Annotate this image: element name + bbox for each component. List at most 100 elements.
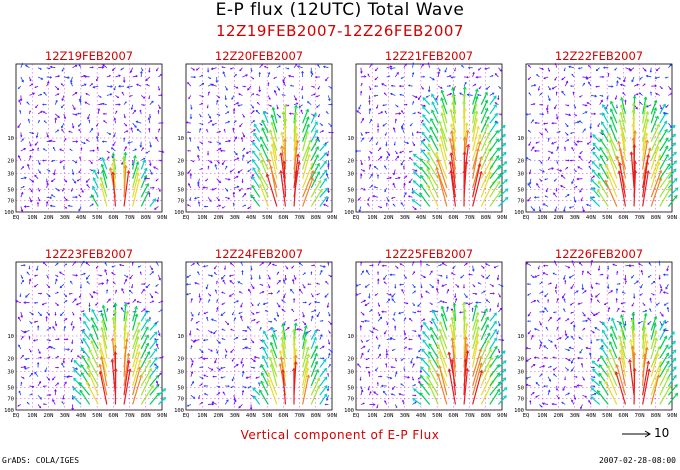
flux-vector	[579, 187, 583, 193]
flux-vector	[480, 92, 488, 105]
flux-vector	[83, 320, 91, 331]
x-tick-label: 80N	[311, 413, 321, 419]
flux-vector	[360, 76, 366, 78]
flux-vector-head	[437, 71, 441, 74]
flux-vector-head	[623, 278, 627, 281]
flux-vector-head	[360, 71, 363, 74]
flux-vector-head	[662, 111, 666, 115]
flux-vector	[198, 201, 200, 207]
flux-vector-head	[563, 277, 566, 281]
flux-vector-head	[229, 280, 232, 283]
flux-vector	[101, 157, 108, 170]
flux-vector-head	[413, 143, 416, 147]
flux-vector-head	[556, 162, 559, 165]
y-tick-label: 20	[7, 356, 14, 362]
flux-vector-head	[646, 360, 651, 365]
flux-vector	[606, 365, 618, 387]
flux-vector	[599, 99, 603, 105]
flux-vector	[328, 320, 332, 325]
x-tick-label: 30N	[570, 413, 580, 419]
flux-vector-head	[620, 327, 624, 332]
flux-vector-head	[419, 158, 424, 162]
flux-vector-head	[459, 311, 462, 314]
flux-vector-head	[316, 162, 320, 167]
flux-vector-head	[220, 149, 223, 152]
flux-vector-head	[279, 152, 284, 156]
flux-vector	[132, 161, 139, 179]
flux-vector-head	[431, 109, 435, 114]
flux-vector-head	[553, 179, 556, 182]
flux-vector-head	[197, 145, 200, 149]
flux-vector-head	[218, 341, 221, 344]
x-tick-label: EQ	[13, 215, 20, 221]
flux-vector-head	[143, 96, 146, 99]
flux-vector	[80, 372, 91, 387]
flux-vector-head	[219, 147, 222, 151]
flux-vector	[149, 100, 154, 105]
flux-vector	[633, 368, 636, 405]
flux-vector-head	[155, 374, 159, 379]
flux-vector-head	[430, 117, 434, 122]
flux-vector-head	[50, 194, 54, 197]
flux-vector	[416, 356, 422, 359]
flux-vector-head	[65, 198, 68, 201]
flux-vector	[659, 154, 669, 170]
flux-vector-head	[399, 283, 402, 286]
flux-vector	[369, 63, 373, 68]
flux-vector	[356, 110, 362, 115]
flux-vector-head	[143, 308, 146, 311]
flux-vector-head	[92, 149, 96, 152]
flux-vector	[435, 152, 448, 179]
flux-vector	[29, 187, 33, 192]
flux-vector	[489, 181, 501, 198]
flux-vector-head	[409, 318, 412, 320]
flux-vector-head	[242, 154, 245, 157]
flux-vector-head	[590, 178, 595, 183]
flux-vector-head	[449, 130, 454, 134]
flux-vector-head	[595, 338, 598, 341]
flux-vector	[212, 122, 217, 126]
flux-vector	[136, 121, 142, 124]
flux-vector-head	[551, 121, 554, 125]
flux-vector-head	[281, 308, 284, 311]
flux-vector-head	[47, 80, 50, 84]
flux-vector-head	[394, 118, 397, 121]
flux-vector	[52, 399, 56, 405]
flux-vector-head	[465, 129, 470, 134]
flux-vector	[650, 298, 652, 303]
flux-vector	[638, 320, 643, 324]
flux-vector-head	[262, 355, 266, 359]
flux-vector-head	[314, 309, 317, 312]
flux-vector-head	[385, 351, 388, 354]
flux-vector-head	[118, 84, 121, 88]
flux-vector-head	[555, 189, 558, 192]
flux-vector-head	[244, 85, 247, 88]
flux-vector-head	[630, 345, 635, 349]
flux-vector-head	[666, 268, 669, 272]
flux-vector-head	[451, 115, 456, 120]
flux-vector-head	[206, 128, 208, 131]
flux-vector-head	[527, 183, 530, 186]
flux-vector-head	[436, 343, 441, 348]
flux-vector-head	[572, 91, 575, 94]
flux-vector-head	[617, 140, 621, 145]
flux-vector	[149, 392, 160, 405]
flux-vector-head	[527, 314, 530, 317]
flux-vector	[472, 126, 480, 152]
flux-vector	[310, 146, 319, 161]
flux-vector-head	[237, 281, 240, 284]
flux-vector-head	[325, 79, 328, 82]
flux-vector	[485, 263, 490, 267]
flux-vector	[293, 126, 297, 151]
flux-vector-head	[203, 205, 206, 208]
flux-vector-head	[252, 120, 256, 123]
flux-vector-head	[206, 153, 210, 156]
flux-vector	[595, 293, 600, 298]
flux-vector	[547, 317, 552, 322]
flux-vector-head	[222, 71, 226, 74]
flux-vector	[592, 151, 601, 161]
flux-vector-head	[227, 120, 231, 123]
flux-vector-head	[457, 285, 460, 288]
flux-vector	[123, 161, 126, 188]
flux-vector-head	[65, 180, 68, 183]
